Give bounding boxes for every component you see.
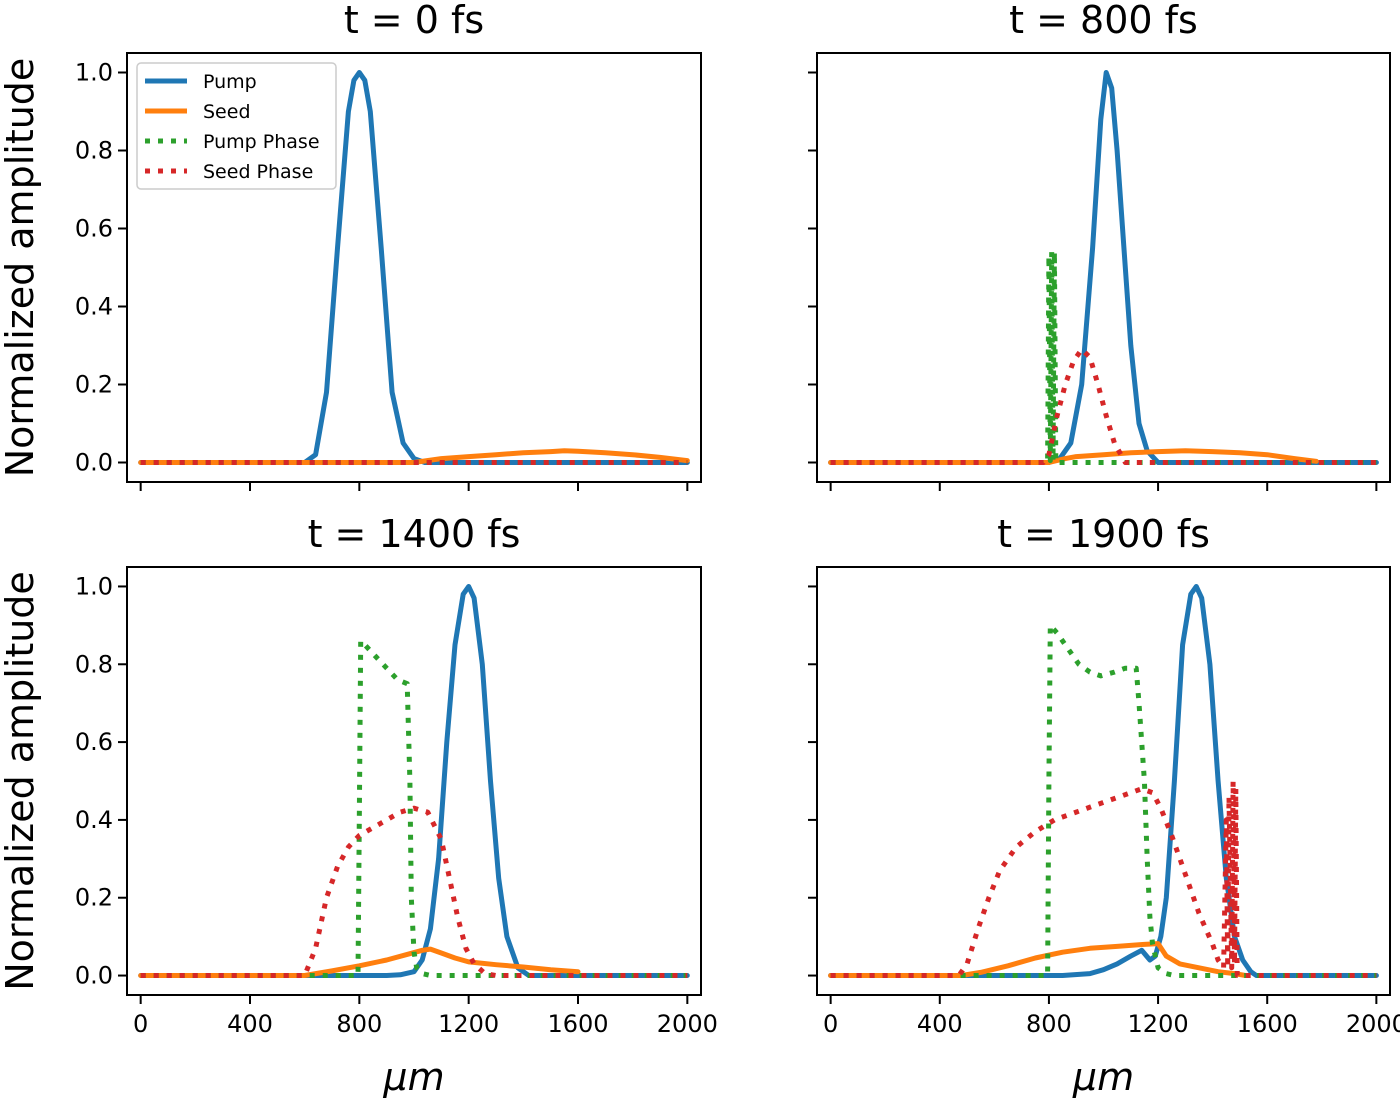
series-seed <box>828 941 1248 978</box>
x-axis-label: μm <box>1072 1055 1134 1099</box>
legend-label: Seed <box>203 101 251 123</box>
x-tick-label: 2000 <box>1346 1010 1400 1038</box>
x-tick-label: 800 <box>336 1010 382 1038</box>
series-seed <box>138 448 690 465</box>
axes-frame <box>816 52 1391 483</box>
subplot-2: t = 800 fs <box>808 0 1391 491</box>
y-axis-label: Normalized amplitude <box>0 571 42 991</box>
x-tick-label: 400 <box>917 1010 963 1038</box>
x-axis-label: μm <box>382 1055 444 1099</box>
x-tick-label: 1600 <box>547 1010 608 1038</box>
series-seed-phase <box>140 805 688 978</box>
legend: Pump Seed Pump Phase Seed Phase <box>136 62 337 190</box>
axes-frame <box>816 566 1391 996</box>
series-pump-phase <box>830 622 1377 978</box>
x-tick-label: 1600 <box>1237 1010 1298 1038</box>
y-tick-label: 0.2 <box>75 371 113 399</box>
panel-title: t = 1900 fs <box>997 512 1210 556</box>
y-tick-label: 0.8 <box>75 137 113 165</box>
y-axis-label: Normalized amplitude <box>0 58 42 478</box>
subplot-4: t = 1900 fs 0 400 800 1200 1600 2000 <box>808 512 1400 1038</box>
x-tick-label: 1200 <box>438 1010 499 1038</box>
subplot-3: t = 1400 fs 0 400 800 1200 1600 2000 0.0 0.2 0.4 0… <box>75 512 718 1038</box>
series-seed-phase <box>830 778 1377 978</box>
y-tick-label: 0.4 <box>75 806 113 834</box>
series-seed <box>828 448 1319 465</box>
y-tick-label: 0.2 <box>75 884 113 912</box>
series-seed-phase <box>830 346 1377 465</box>
legend-label: Seed Phase <box>203 161 313 183</box>
y-tick-label: 0.8 <box>75 650 113 678</box>
subplot-1: t = 0 fs 0.0 0.2 0.4 0.6 0.8 1.0 <box>75 0 702 491</box>
y-tick-label: 0.4 <box>75 293 113 321</box>
series-pump <box>828 584 1379 978</box>
x-tick-label: 0 <box>133 1010 148 1038</box>
y-tick-label: 1.0 <box>75 59 113 87</box>
y-tick-label: 0.0 <box>75 962 113 990</box>
x-tick-label: 400 <box>227 1010 273 1038</box>
series-pump <box>138 70 690 465</box>
x-tick-label: 2000 <box>657 1010 718 1038</box>
x-tick-label: 1200 <box>1128 1010 1189 1038</box>
panel-title: t = 800 fs <box>1009 0 1198 42</box>
legend-label: Pump <box>203 71 257 93</box>
y-tick-label: 0.0 <box>75 449 113 477</box>
axes-frame <box>126 52 702 483</box>
y-tick-label: 1.0 <box>75 572 113 600</box>
y-tick-label: 0.6 <box>75 215 113 243</box>
series-pump-phase <box>140 638 688 978</box>
series-pump-phase <box>830 249 1377 465</box>
y-tick-label: 0.6 <box>75 728 113 756</box>
series-seed <box>138 946 581 978</box>
axes-frame <box>126 566 702 996</box>
legend-label: Pump Phase <box>203 131 320 153</box>
series-pump <box>138 584 690 978</box>
x-tick-label: 0 <box>823 1010 838 1038</box>
panel-title: t = 1400 fs <box>308 512 521 556</box>
panel-title: t = 0 fs <box>344 0 484 42</box>
x-tick-label: 800 <box>1026 1010 1072 1038</box>
legend-box <box>136 62 337 190</box>
